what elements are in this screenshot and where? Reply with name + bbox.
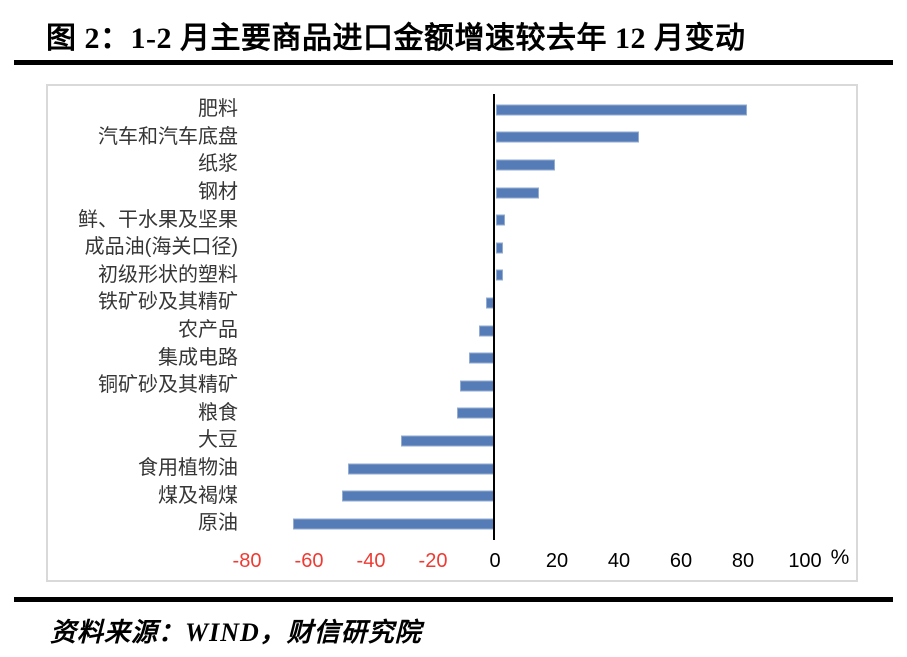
x-axis-tick-label: -40	[356, 550, 386, 572]
x-axis-tick-label: 60	[669, 550, 693, 572]
chart-row: 纸浆	[48, 151, 856, 179]
category-label: 农产品	[178, 319, 238, 342]
bar	[496, 104, 748, 116]
footer-divider-line	[14, 597, 893, 602]
category-label: 肥料	[198, 98, 238, 121]
x-axis-unit-label: %	[830, 546, 850, 569]
bar	[496, 187, 540, 199]
plot-cell	[245, 344, 856, 372]
chart-row: 食用植物油	[48, 455, 856, 483]
title-divider-line	[14, 60, 893, 65]
x-axis-tick-label: 0	[489, 550, 501, 572]
bar	[478, 325, 494, 337]
chart-row: 集成电路	[48, 344, 856, 372]
chart-row: 粮食	[48, 400, 856, 428]
chart-row: 钢材	[48, 179, 856, 207]
category-label: 煤及褐煤	[158, 484, 238, 507]
chart-row: 铜矿砂及其精矿	[48, 372, 856, 400]
chart-row: 成品油(海关口径)	[48, 234, 856, 262]
bar	[496, 159, 555, 171]
chart-row: 鲜、干水果及坚果	[48, 206, 856, 234]
plot-cell	[245, 151, 856, 179]
category-label: 纸浆	[198, 153, 238, 176]
category-label: 铁矿砂及其精矿	[98, 291, 238, 314]
category-label: 铜矿砂及其精矿	[98, 374, 238, 397]
x-axis-tick-label: -60	[294, 550, 324, 572]
bar	[496, 269, 503, 281]
x-axis-tick-label: 20	[545, 550, 569, 572]
chart-title: 图 2：1-2 月主要商品进口金额增速较去年 12 月变动	[46, 22, 746, 55]
plot-cell	[245, 372, 856, 400]
plot-cell	[245, 455, 856, 483]
plot-cell	[245, 179, 856, 207]
chart-row: 初级形状的塑料	[48, 262, 856, 290]
plot-cell	[245, 262, 856, 290]
category-label: 集成电路	[158, 346, 238, 369]
plot-cell	[245, 317, 856, 345]
x-axis-tick-label: -80	[232, 550, 262, 572]
chart-row: 肥料	[48, 96, 856, 124]
chart-rows: 肥料汽车和汽车底盘纸浆钢材鲜、干水果及坚果 成品油(海关口径) 初级形状的塑料 铁矿砂…	[48, 96, 856, 538]
chart-row: 大豆	[48, 427, 856, 455]
category-label: 成品油(海关口径)	[84, 236, 238, 259]
bar	[496, 131, 639, 143]
bar	[459, 380, 494, 392]
source-note: 资料来源：WIND，财信研究院	[50, 618, 422, 647]
chart-row: 原油	[48, 510, 856, 538]
plot-cell	[245, 96, 856, 124]
bar	[456, 407, 494, 419]
category-label: 初级形状的塑料	[98, 263, 238, 286]
bar	[292, 518, 494, 530]
category-label: 大豆	[198, 429, 238, 452]
plot-cell	[245, 482, 856, 510]
category-label: 粮食	[198, 401, 238, 424]
plot-cell	[245, 206, 856, 234]
x-axis-tick-label: 100	[788, 550, 822, 572]
chart-row: 农产品	[48, 317, 856, 345]
chart-row: 铁矿砂及其精矿	[48, 289, 856, 317]
category-label: 鲜、干水果及坚果	[78, 208, 238, 231]
bar-chart: 肥料汽车和汽车底盘纸浆钢材鲜、干水果及坚果 成品油(海关口径) 初级形状的塑料 铁矿砂…	[46, 84, 858, 582]
bar	[469, 352, 494, 364]
plot-cell	[245, 124, 856, 152]
x-axis-tick-label: -20	[418, 550, 448, 572]
bar	[342, 490, 494, 502]
zero-axis-line	[493, 94, 495, 540]
chart-row: 煤及褐煤	[48, 482, 856, 510]
category-label: 汽车和汽车底盘	[98, 125, 238, 148]
plot-cell	[245, 289, 856, 317]
bar	[496, 214, 505, 226]
chart-row: 汽车和汽车底盘	[48, 124, 856, 152]
plot-cell	[245, 234, 856, 262]
bar	[348, 463, 494, 475]
x-axis-tick-label: 80	[731, 550, 755, 572]
plot-cell	[245, 427, 856, 455]
bar	[496, 242, 504, 254]
category-label: 原油	[198, 512, 238, 535]
category-label: 食用植物油	[138, 457, 238, 480]
x-axis-tick-label: 40	[607, 550, 631, 572]
plot-cell	[245, 510, 856, 538]
bar	[401, 435, 494, 447]
category-label: 钢材	[198, 181, 238, 204]
plot-cell	[245, 400, 856, 428]
